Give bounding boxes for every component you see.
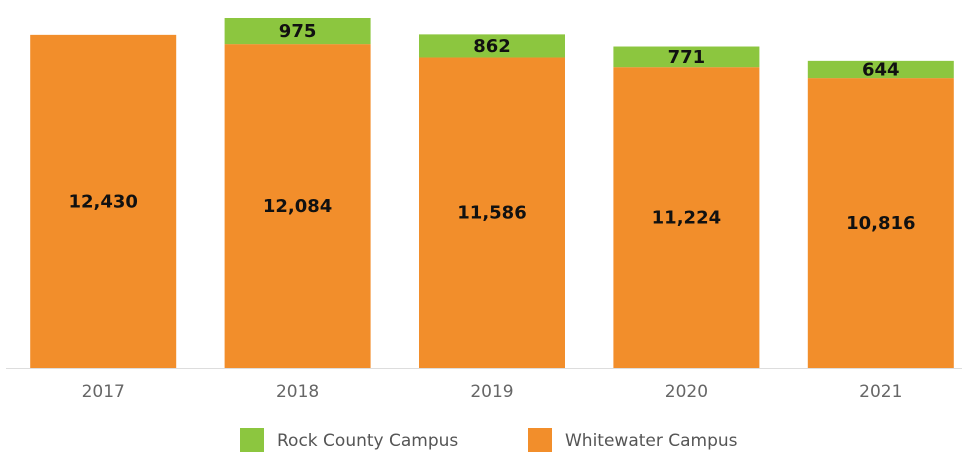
data-label: 12,430 <box>68 191 137 212</box>
bar-segment <box>613 67 760 369</box>
x-tick-label: 2019 <box>470 382 513 402</box>
bar-segment <box>807 60 954 79</box>
x-tick-label: 2017 <box>82 382 125 402</box>
bar-segment <box>613 46 760 68</box>
x-tick-label: 2018 <box>276 382 319 402</box>
data-label: 11,224 <box>652 208 721 229</box>
legend-label: Whitewater Campus <box>565 431 738 451</box>
bar-segment <box>419 57 565 369</box>
bar-segment <box>224 44 371 368</box>
bar-segment <box>30 34 177 369</box>
x-tick-label: 2021 <box>859 382 902 402</box>
data-label: 975 <box>279 21 317 42</box>
legend-label: Rock County Campus <box>277 431 458 451</box>
data-label: 12,084 <box>263 196 332 217</box>
data-label: 10,816 <box>846 213 915 234</box>
bar-segment <box>419 34 565 58</box>
x-tick-label: 2020 <box>665 382 708 402</box>
data-label: 644 <box>862 59 900 80</box>
data-label: 11,586 <box>457 203 526 224</box>
bar-segment <box>224 18 371 45</box>
legend-swatch <box>528 428 552 452</box>
data-label: 771 <box>668 47 706 68</box>
legend-swatch <box>240 428 264 452</box>
bar-segment <box>807 78 954 368</box>
data-label: 862 <box>473 36 511 57</box>
